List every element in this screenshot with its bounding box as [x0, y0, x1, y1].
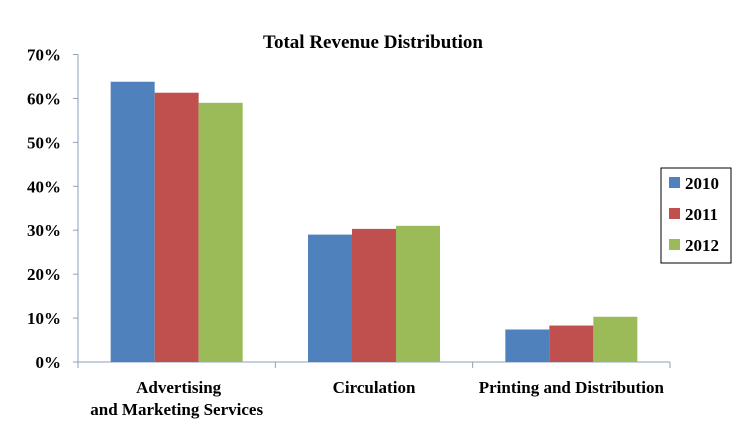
bar-2010	[308, 234, 352, 362]
x-tick-label: Printing and Distribution	[479, 378, 665, 397]
y-tick-label: 50%	[27, 133, 61, 152]
y-tick-label: 0%	[36, 353, 62, 372]
x-tick-label: Advertising	[136, 378, 222, 397]
bar-2010	[110, 81, 155, 362]
legend-swatch-2012	[669, 239, 680, 250]
bar-2011	[549, 325, 594, 362]
legend-label: 2011	[685, 205, 718, 224]
legend-label: 2010	[685, 174, 719, 193]
y-tick-label: 10%	[27, 309, 61, 328]
bar-2011	[352, 228, 396, 362]
chart-title: Total Revenue Distribution	[263, 32, 483, 53]
x-tick-label: Circulation	[333, 378, 416, 397]
bar-2011	[154, 92, 199, 362]
y-tick-label: 40%	[27, 177, 61, 196]
legend-label: 2012	[685, 236, 719, 255]
y-tick-label: 20%	[27, 265, 61, 284]
legend-swatch-2010	[669, 177, 680, 188]
y-tick-label: 30%	[27, 221, 61, 240]
legend-swatch-2011	[669, 208, 680, 219]
y-tick-label: 70%	[27, 46, 61, 65]
bar-2012	[396, 225, 440, 362]
x-tick-label: and Marketing Services	[90, 400, 263, 419]
bar-2010	[505, 329, 550, 362]
bar-2012	[593, 316, 638, 362]
y-tick-label: 60%	[27, 89, 61, 108]
bar-2012	[198, 102, 243, 363]
